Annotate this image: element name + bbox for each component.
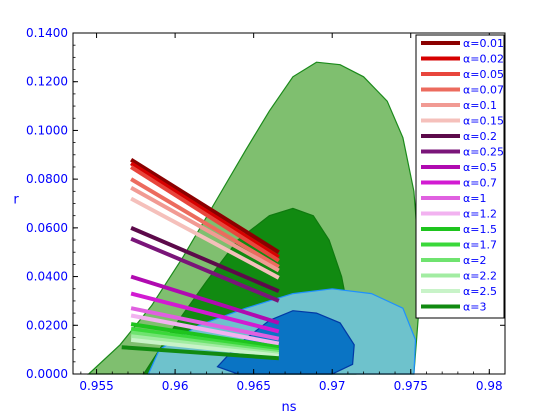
x-axis-label: ns	[281, 400, 296, 415]
y-tick-label: 0.0800	[26, 172, 68, 186]
series-line-4	[130, 185, 280, 273]
legend-entry-label: α=0.1	[463, 99, 497, 112]
series-line-13	[130, 326, 280, 353]
series-line-0	[130, 158, 280, 254]
legend-entry-label: α=1	[463, 192, 486, 205]
series-line-11	[130, 313, 280, 346]
legend-entry-label: α=0.02	[463, 53, 504, 66]
legend-entry-label: α=0.25	[463, 146, 504, 159]
y-tick-label: 0.0200	[26, 318, 68, 332]
legend-entry-label: α=2.2	[463, 270, 497, 283]
series-line-10	[130, 306, 280, 341]
legend-entry-label: α=0.07	[463, 84, 504, 97]
x-axis: 0.955 0.96 0.965 0.97 0.975 0.98	[79, 33, 503, 393]
series-line-3	[130, 177, 280, 269]
series-line-17	[121, 345, 279, 361]
legend-entry-label: α=0.01	[463, 37, 504, 50]
series-line-12	[130, 322, 280, 350]
legend-entry-label: α=0.7	[463, 177, 497, 190]
series-line-16	[130, 337, 280, 358]
legend-box	[415, 34, 505, 319]
legend-entry-label: α=1.7	[463, 239, 497, 252]
series-line-1	[130, 161, 280, 259]
x-tick-label: 0.975	[394, 379, 428, 393]
series-line-8	[130, 274, 280, 325]
y-tick-label: 0.1400	[26, 26, 68, 40]
y-tick-label: 0.1200	[26, 75, 68, 89]
legend-entry-label: α=1.2	[463, 208, 497, 221]
legend-entry-label: α=0.2	[463, 130, 497, 143]
series-layer	[121, 158, 280, 361]
x-tick-label: 0.955	[79, 379, 113, 393]
x-tick-label: 0.965	[236, 379, 270, 393]
series-line-6	[130, 226, 280, 294]
legend-entry-label: α=0.15	[463, 115, 504, 128]
y-tick-label: 0.0000	[26, 367, 68, 381]
legend-entry-label: α=2	[463, 254, 486, 267]
series-line-14	[130, 330, 280, 355]
y-tick-label: 0.0400	[26, 270, 68, 284]
legend-entry-label: α=3	[463, 301, 486, 314]
series-line-15	[130, 334, 280, 356]
x-tick-label: 0.96	[162, 379, 189, 393]
legend: α=0.01 α=0.02 α=0.05 α=0.07 α=0.1 α=0.15 α=0.2…	[415, 34, 505, 319]
legend-entry-label: α=2.5	[463, 285, 497, 298]
series-line-7	[130, 236, 280, 303]
legend-entry-label: α=1.5	[463, 223, 497, 236]
y-axis-label: r	[13, 193, 19, 208]
y-axis: 0.0000 0.0200 0.0400 0.0600 0.0800 0.1000 0.12…	[26, 26, 505, 381]
x-tick-label: 0.98	[476, 379, 503, 393]
legend-entry-label: α=0.5	[463, 161, 497, 174]
legend-entry-label: α=0.05	[463, 68, 504, 81]
series-line-5	[130, 196, 280, 280]
series-line-9	[130, 291, 280, 334]
y-tick-label: 0.0600	[26, 221, 68, 235]
y-tick-label: 0.1000	[26, 123, 68, 137]
series-line-2	[130, 165, 280, 263]
x-tick-label: 0.97	[319, 379, 346, 393]
